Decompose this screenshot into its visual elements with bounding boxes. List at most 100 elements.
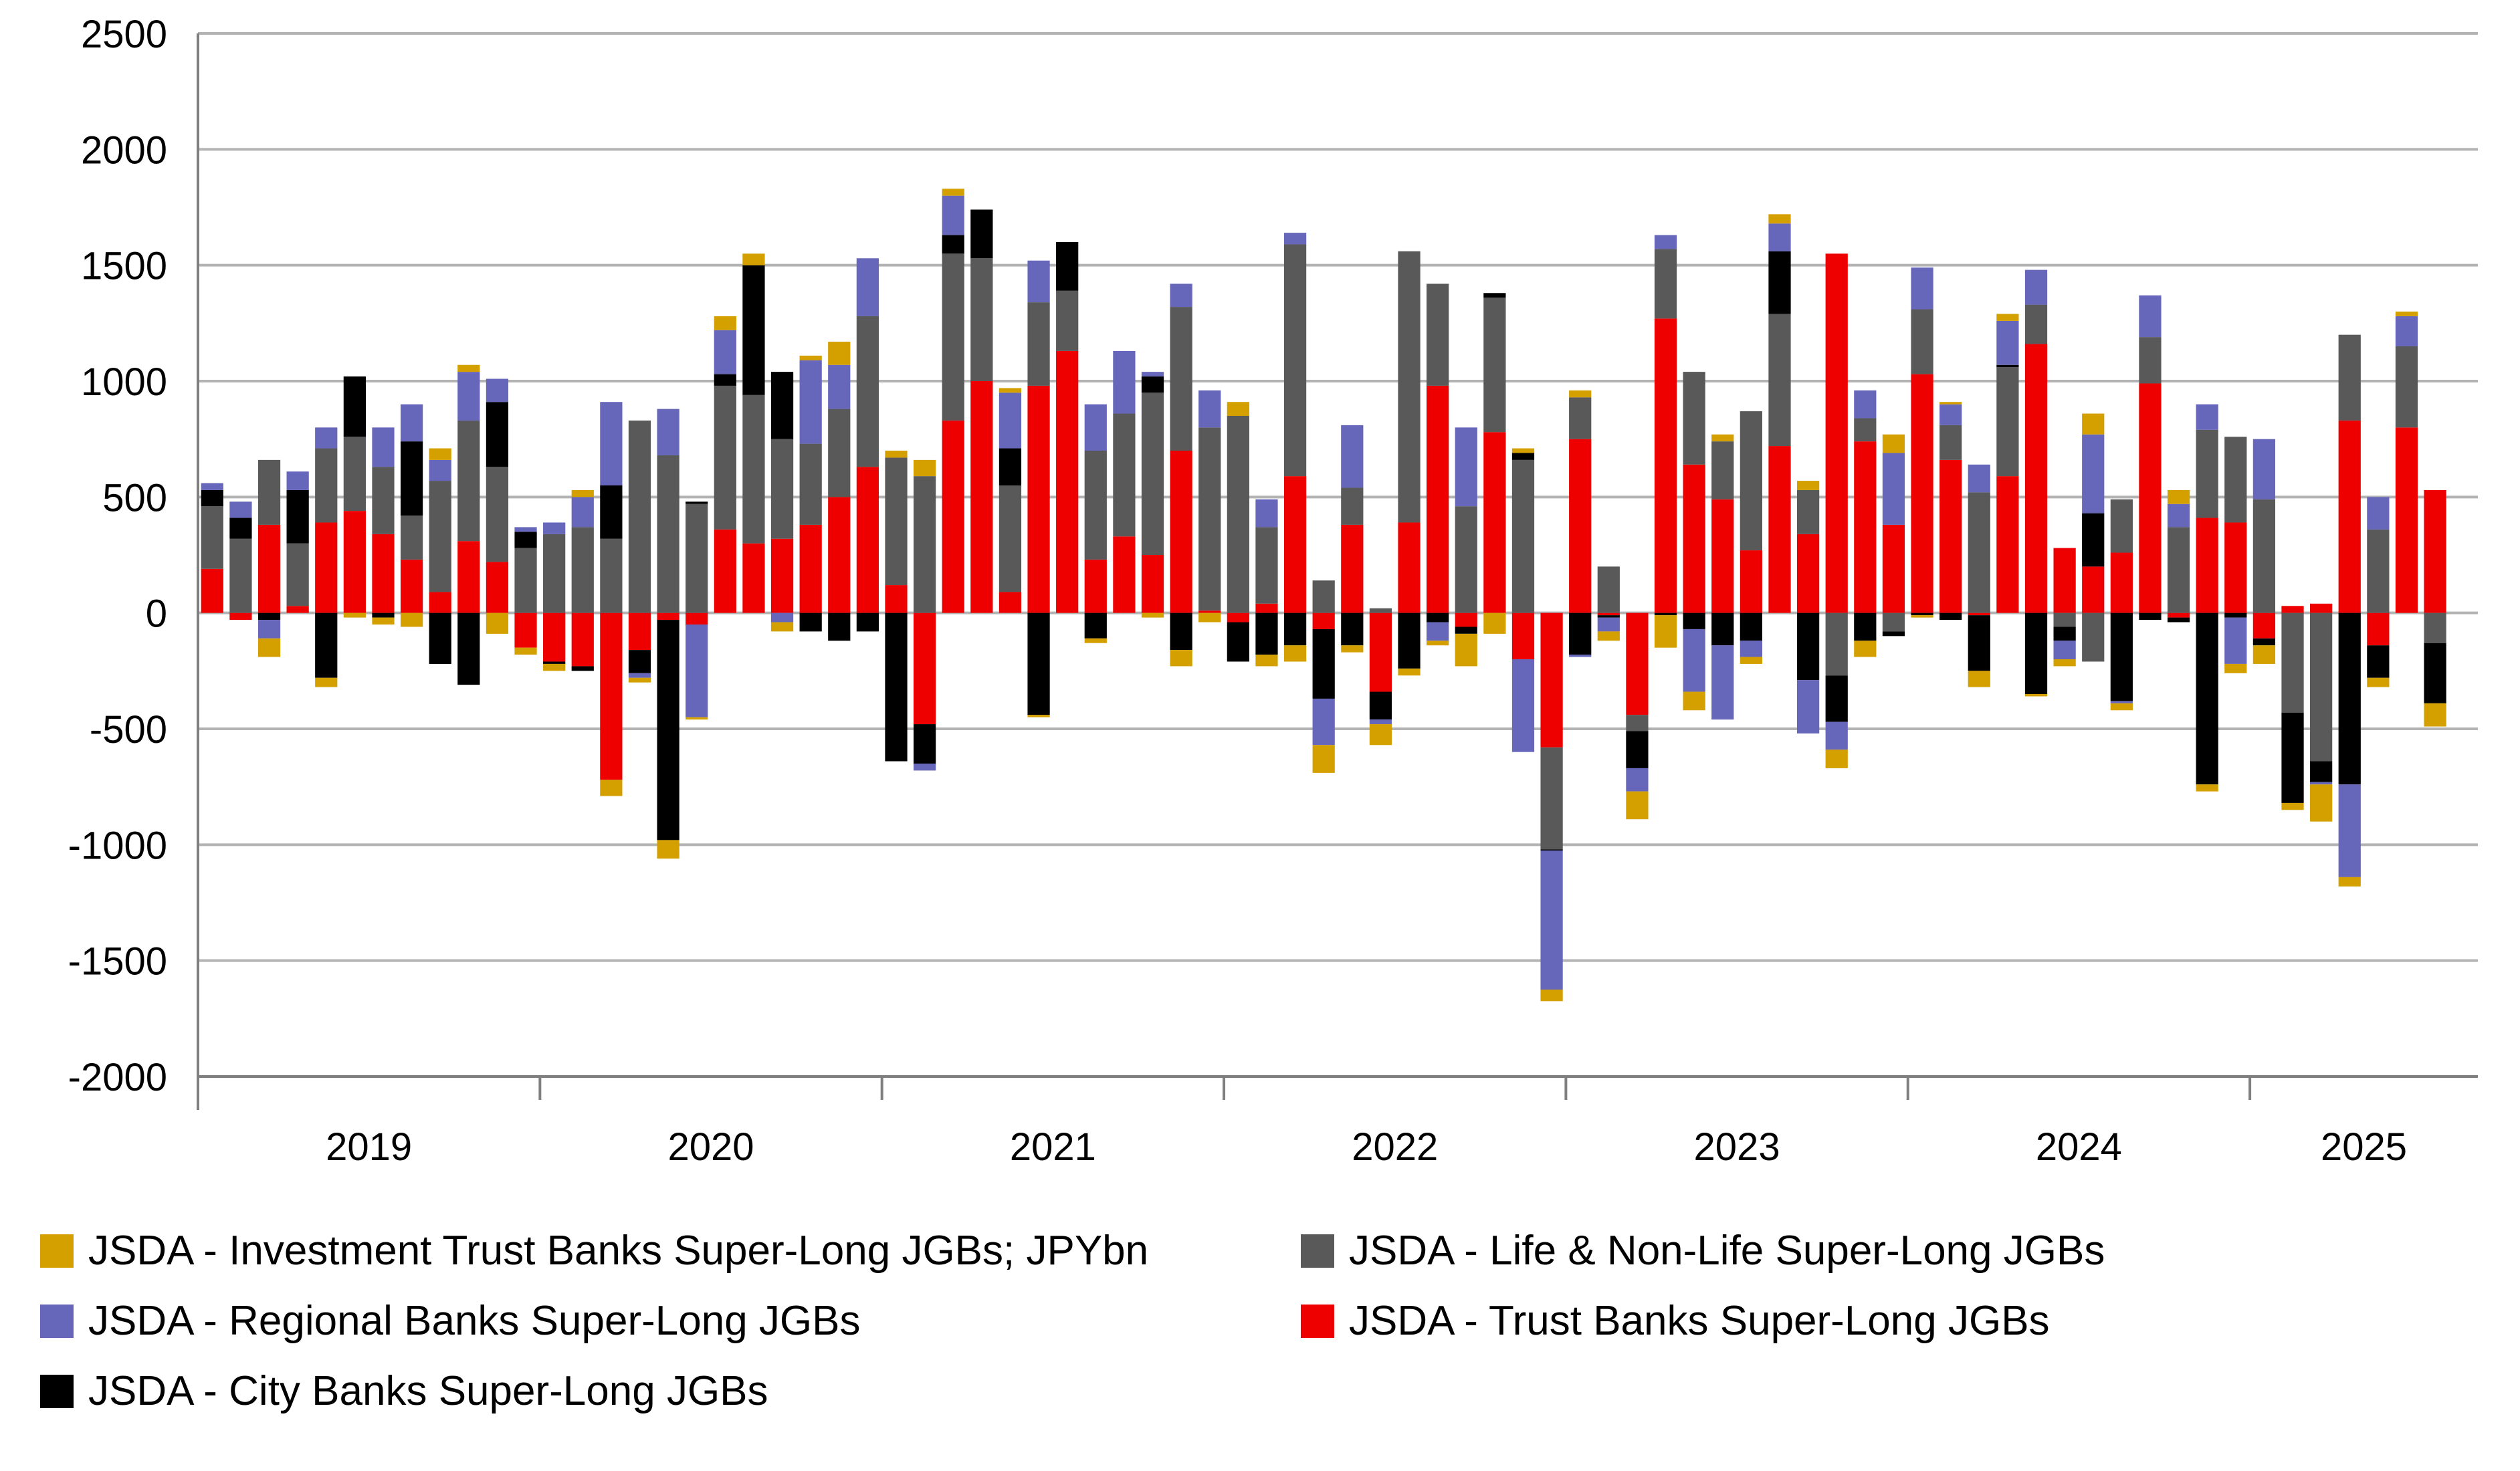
- bar-segment-s3-m15: [628, 673, 651, 678]
- bar-segment-s0-m6: [372, 534, 395, 613]
- bar-segment-s3-m35: [1198, 390, 1221, 428]
- bar-segment-s3-m59: [1882, 453, 1905, 525]
- bar-segment-s4-m28: [999, 388, 1022, 393]
- bar-segment-s3-m77: [2395, 316, 2418, 346]
- bar-segment-s0-m76: [2367, 612, 2390, 646]
- bar-segment-s0-m29: [1027, 385, 1050, 613]
- bar-segment-s0-m78: [2424, 489, 2446, 613]
- bar-segment-s3-m61: [1939, 404, 1962, 425]
- bar-segment-s0-m35: [1198, 610, 1221, 613]
- bar-segment-s3-m18: [714, 330, 736, 374]
- bar-segment-s0-m53: [1711, 499, 1734, 613]
- bar-segment-s2-m0: [201, 489, 223, 507]
- stacked-bar-chart: 2500 2000 1500 1000 500 0 -500 -1000 -1500 -2000 2…: [68, 13, 2478, 1169]
- bar-segment-s0-m10: [486, 562, 509, 613]
- bar-segment-s1-m14: [600, 538, 623, 613]
- legend-label-investment-trust: JSDA - Investment Trust Banks Super-Long…: [88, 1228, 1149, 1274]
- legend-item-trust-banks: JSDA - Trust Banks Super-Long JGBs: [1301, 1297, 2050, 1345]
- bar-segment-s3-m40: [1341, 425, 1364, 488]
- bar-segment-s3-m71: [2224, 617, 2247, 664]
- bar-segment-s1-m4: [315, 448, 338, 523]
- bar-segment-s1-m55: [1768, 314, 1791, 447]
- bar-segment-s4-m76: [2367, 677, 2390, 687]
- bar-segment-s4-m21: [799, 355, 822, 360]
- bar-segment-s0-m5: [343, 511, 366, 613]
- bar-segment-s1-m78: [2424, 612, 2446, 643]
- bar-segment-s0-m75: [2338, 420, 2361, 613]
- bar-segment-s0-m57: [1825, 253, 1848, 613]
- bar-segment-s0-m77: [2395, 427, 2418, 613]
- bar-segment-s4-m42: [1398, 668, 1421, 676]
- bar-segment-s2-m49: [1597, 615, 1620, 618]
- y-tick-label: 2500: [81, 13, 167, 56]
- bar-segment-s2-m4: [315, 612, 338, 678]
- bar-segment-s4-m74: [2310, 784, 2333, 822]
- bar-segment-s0-m13: [571, 612, 594, 667]
- bar-segment-s3-m50: [1626, 768, 1649, 792]
- bar-segment-s2-m73: [2281, 712, 2304, 803]
- bar-segment-s0-m24: [885, 585, 908, 613]
- bar-segment-s1-m67: [2110, 499, 2133, 553]
- bar-segment-s3-m46: [1511, 659, 1535, 752]
- bar-segment-s2-m67: [2110, 612, 2133, 701]
- bar-segment-s3-m64: [2024, 269, 2048, 305]
- bar-segment-s2-m34: [1170, 612, 1192, 651]
- bar-segment-s3-m43: [1427, 622, 1449, 641]
- bar-segment-s4-m47: [1540, 990, 1563, 1002]
- bar-segment-s1-m51: [1654, 249, 1677, 319]
- bar-segment-s0-m17: [686, 612, 708, 625]
- bar-segment-s3-m26: [942, 195, 964, 235]
- bar-segment-s2-m6: [372, 612, 395, 618]
- bar-segment-s1-m71: [2224, 437, 2247, 523]
- legend-item-life-nonlife: JSDA - Life & Non-Life Super-Long JGBs: [1301, 1227, 2105, 1274]
- bar-segment-s0-m54: [1740, 550, 1763, 613]
- bar-segment-s1-m25: [913, 476, 936, 613]
- bar-segment-s3-m7: [400, 404, 423, 442]
- bar-segment-s0-m18: [714, 529, 736, 613]
- bar-segment-s4-m63: [1996, 314, 2019, 321]
- bar-segment-s2-m58: [1854, 612, 1877, 641]
- bar-segment-s4-m22: [828, 342, 851, 365]
- bar-segment-s2-m3: [286, 489, 309, 544]
- bar-segment-s2-m52: [1683, 612, 1705, 629]
- bar-segment-s2-m42: [1398, 612, 1421, 669]
- bar-segment-s3-m55: [1768, 223, 1791, 251]
- bar-segment-s3-m31: [1084, 404, 1107, 451]
- bar-segment-s4-m54: [1740, 657, 1763, 664]
- bar-segment-s0-m28: [999, 592, 1022, 613]
- bar-segment-s3-m28: [999, 392, 1022, 449]
- bar-segment-s1-m30: [1056, 290, 1079, 351]
- bar-segment-s1-m45: [1483, 298, 1506, 433]
- bar-segment-s1-m9: [457, 420, 480, 542]
- bar-segment-s3-m2: [257, 620, 281, 639]
- bar-segment-s0-m3: [286, 606, 309, 613]
- bar-segment-s4-m19: [742, 253, 765, 265]
- bar-segment-s4-m56: [1796, 481, 1820, 490]
- bar-segment-s0-m44: [1455, 612, 1477, 627]
- bar-segment-s3-m1: [229, 501, 252, 518]
- bar-segment-s3-m49: [1597, 617, 1620, 632]
- bar-segment-s0-m22: [828, 497, 851, 613]
- bar-segment-s3-m10: [486, 378, 509, 403]
- bar-segment-s3-m22: [828, 364, 851, 409]
- bar-segment-s3-m69: [2167, 503, 2190, 528]
- x-tick-label: 2022: [1352, 1125, 1438, 1169]
- bar-segment-s2-m31: [1084, 612, 1107, 639]
- bar-segment-s4-m35: [1198, 612, 1221, 623]
- bar-segment-s3-m39: [1312, 698, 1335, 746]
- bar-segment-s2-m40: [1341, 612, 1364, 646]
- bar-segment-s1-m59: [1882, 612, 1905, 632]
- bar-segment-s0-m65: [2053, 548, 2076, 613]
- bar-segment-s0-m58: [1854, 441, 1877, 613]
- bar-segment-s4-m6: [372, 617, 395, 625]
- bar-segment-s1-m1: [229, 538, 252, 613]
- bar-segment-s1-m19: [742, 394, 765, 544]
- bar-segment-s1-m41: [1369, 608, 1392, 613]
- bar-segment-s1-m46: [1511, 459, 1535, 613]
- bar-segment-s2-m51: [1654, 612, 1677, 616]
- bar-segment-s1-m75: [2338, 334, 2361, 421]
- bar-segment-s1-m22: [828, 409, 851, 497]
- bar-segment-s2-m27: [970, 209, 993, 259]
- bar-segment-s1-m40: [1341, 487, 1364, 525]
- bar-segment-s3-m44: [1455, 427, 1477, 507]
